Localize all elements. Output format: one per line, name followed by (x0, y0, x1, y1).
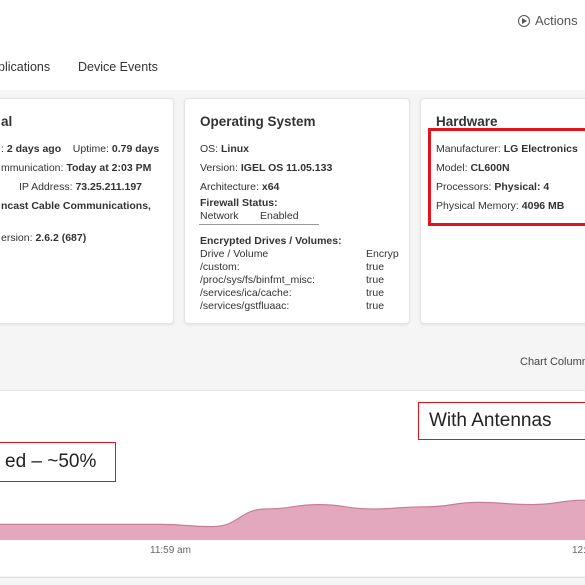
hardware-highlight-box (428, 128, 585, 226)
drive-encrypted-value: true (366, 300, 385, 312)
usage-area-chart (0, 499, 585, 540)
firewall-col-network: Network (200, 210, 239, 222)
top-bar: Actions (0, 0, 585, 46)
version-line: Version: IGEL OS 11.05.133 (200, 162, 333, 174)
last-seen-line: : 2 days ago Uptime: 0.79 days (1, 143, 160, 155)
model-line: Model: CL600N (436, 162, 510, 174)
firewall-table-divider (199, 224, 319, 225)
drive-volume: /services/ica/cache: (200, 287, 292, 299)
os-card-title: Operating System (200, 114, 316, 129)
manufacturer-line: Manufacturer: LG Electronics (436, 143, 578, 155)
actions-label: Actions (535, 13, 578, 28)
firewall-col-enabled: Enabled (260, 210, 299, 222)
agent-version-line: ersion: 2.6.2 (687) (1, 232, 87, 244)
tab-device-events[interactable]: Device Events (78, 60, 158, 74)
chart-column-selector[interactable]: Chart Column (520, 356, 585, 368)
x-tick-label: 11:59 am (150, 545, 191, 556)
drive-volume: /services/gstfluaac: (200, 300, 290, 312)
firewall-heading: Firewall Status: (200, 197, 278, 209)
architecture-line: Architecture: x64 (200, 181, 280, 193)
drives-col-encrypted: Encryp (366, 248, 399, 260)
hardware-card: Hardware Manufacturer: LG Electronics Mo… (420, 98, 585, 324)
last-communication-line: mmunication: Today at 2:03 PM (1, 162, 152, 174)
drive-volume: /custom: (200, 261, 240, 273)
general-card: al : 2 days ago Uptime: 0.79 days mmunic… (0, 98, 174, 324)
callout-with-antennas: With Antennas (418, 402, 585, 440)
os-card: Operating System OS: Linux Version: IGEL… (184, 98, 410, 324)
actions-button[interactable]: Actions (518, 13, 578, 28)
tab-bar: plications Device Events (0, 46, 585, 90)
isp-line: ncast Cable Communications, (1, 200, 151, 212)
memory-line: Physical Memory: 4096 MB (436, 200, 565, 212)
tab-applications[interactable]: plications (0, 60, 51, 74)
drive-encrypted-value: true (366, 261, 385, 273)
usage-line (0, 499, 585, 528)
drive-encrypted-value: true (366, 287, 385, 299)
processors-line: Processors: Physical: 4 (436, 181, 550, 193)
usage-area (0, 500, 585, 540)
general-card-title: al (1, 114, 13, 129)
ip-address-line: IP Address: 73.25.211.197 (19, 181, 143, 193)
drives-col-volume: Drive / Volume (200, 248, 269, 260)
bottom-divider (0, 577, 585, 578)
os-line: OS: Linux (200, 143, 250, 155)
play-circle-icon (518, 14, 530, 27)
hardware-card-title: Hardware (436, 114, 498, 129)
drive-volume: /proc/sys/fs/binfmt_misc: (200, 274, 315, 286)
x-tick-label: 12: (572, 545, 585, 556)
callout-without-antennas: ed – ~50% (0, 442, 116, 482)
drive-encrypted-value: true (366, 274, 385, 286)
drives-heading: Encrypted Drives / Volumes: (200, 235, 342, 247)
